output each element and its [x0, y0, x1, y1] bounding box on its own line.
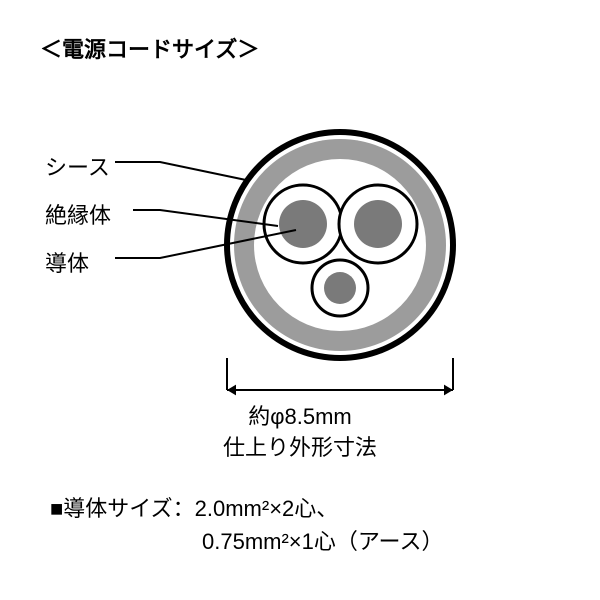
dimension-line2: 仕上り外形寸法	[223, 435, 377, 460]
footer-line1: ■導体サイズ：2.0mm²×2心、	[50, 496, 338, 521]
page-title: ＜電源コードサイズ＞	[40, 32, 259, 64]
cable-diagram: シース 絶縁体 導体 約φ8.5mm 仕上り外形寸法	[0, 90, 600, 450]
dimension-text: 約φ8.5mm 仕上り外形寸法	[0, 402, 600, 464]
conductor-size-text: ■導体サイズ：2.0mm²×2心、 0.75mm²×1心（アース）	[50, 492, 443, 558]
dimension-line1: 約φ8.5mm	[248, 404, 352, 429]
footer-line2: 0.75mm²×1心（アース）	[202, 529, 443, 554]
label-insulator: 絶縁体	[45, 198, 111, 230]
diagram-svg	[0, 90, 600, 450]
label-sheath: シース	[45, 150, 110, 182]
label-conductor: 導体	[45, 246, 89, 278]
